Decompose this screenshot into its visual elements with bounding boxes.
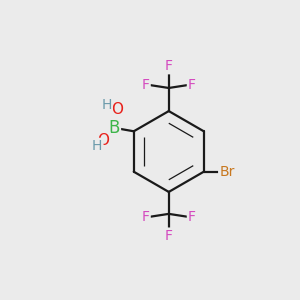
Text: H: H	[92, 139, 102, 153]
Text: F: F	[142, 77, 150, 92]
Text: F: F	[188, 77, 196, 92]
Text: F: F	[188, 210, 196, 224]
Text: H: H	[101, 98, 112, 112]
Text: F: F	[165, 229, 173, 243]
Text: O: O	[98, 133, 110, 148]
Text: F: F	[165, 59, 173, 73]
Text: F: F	[142, 210, 150, 224]
Text: Br: Br	[219, 165, 235, 179]
Text: B: B	[108, 119, 120, 137]
Text: O: O	[111, 102, 123, 117]
